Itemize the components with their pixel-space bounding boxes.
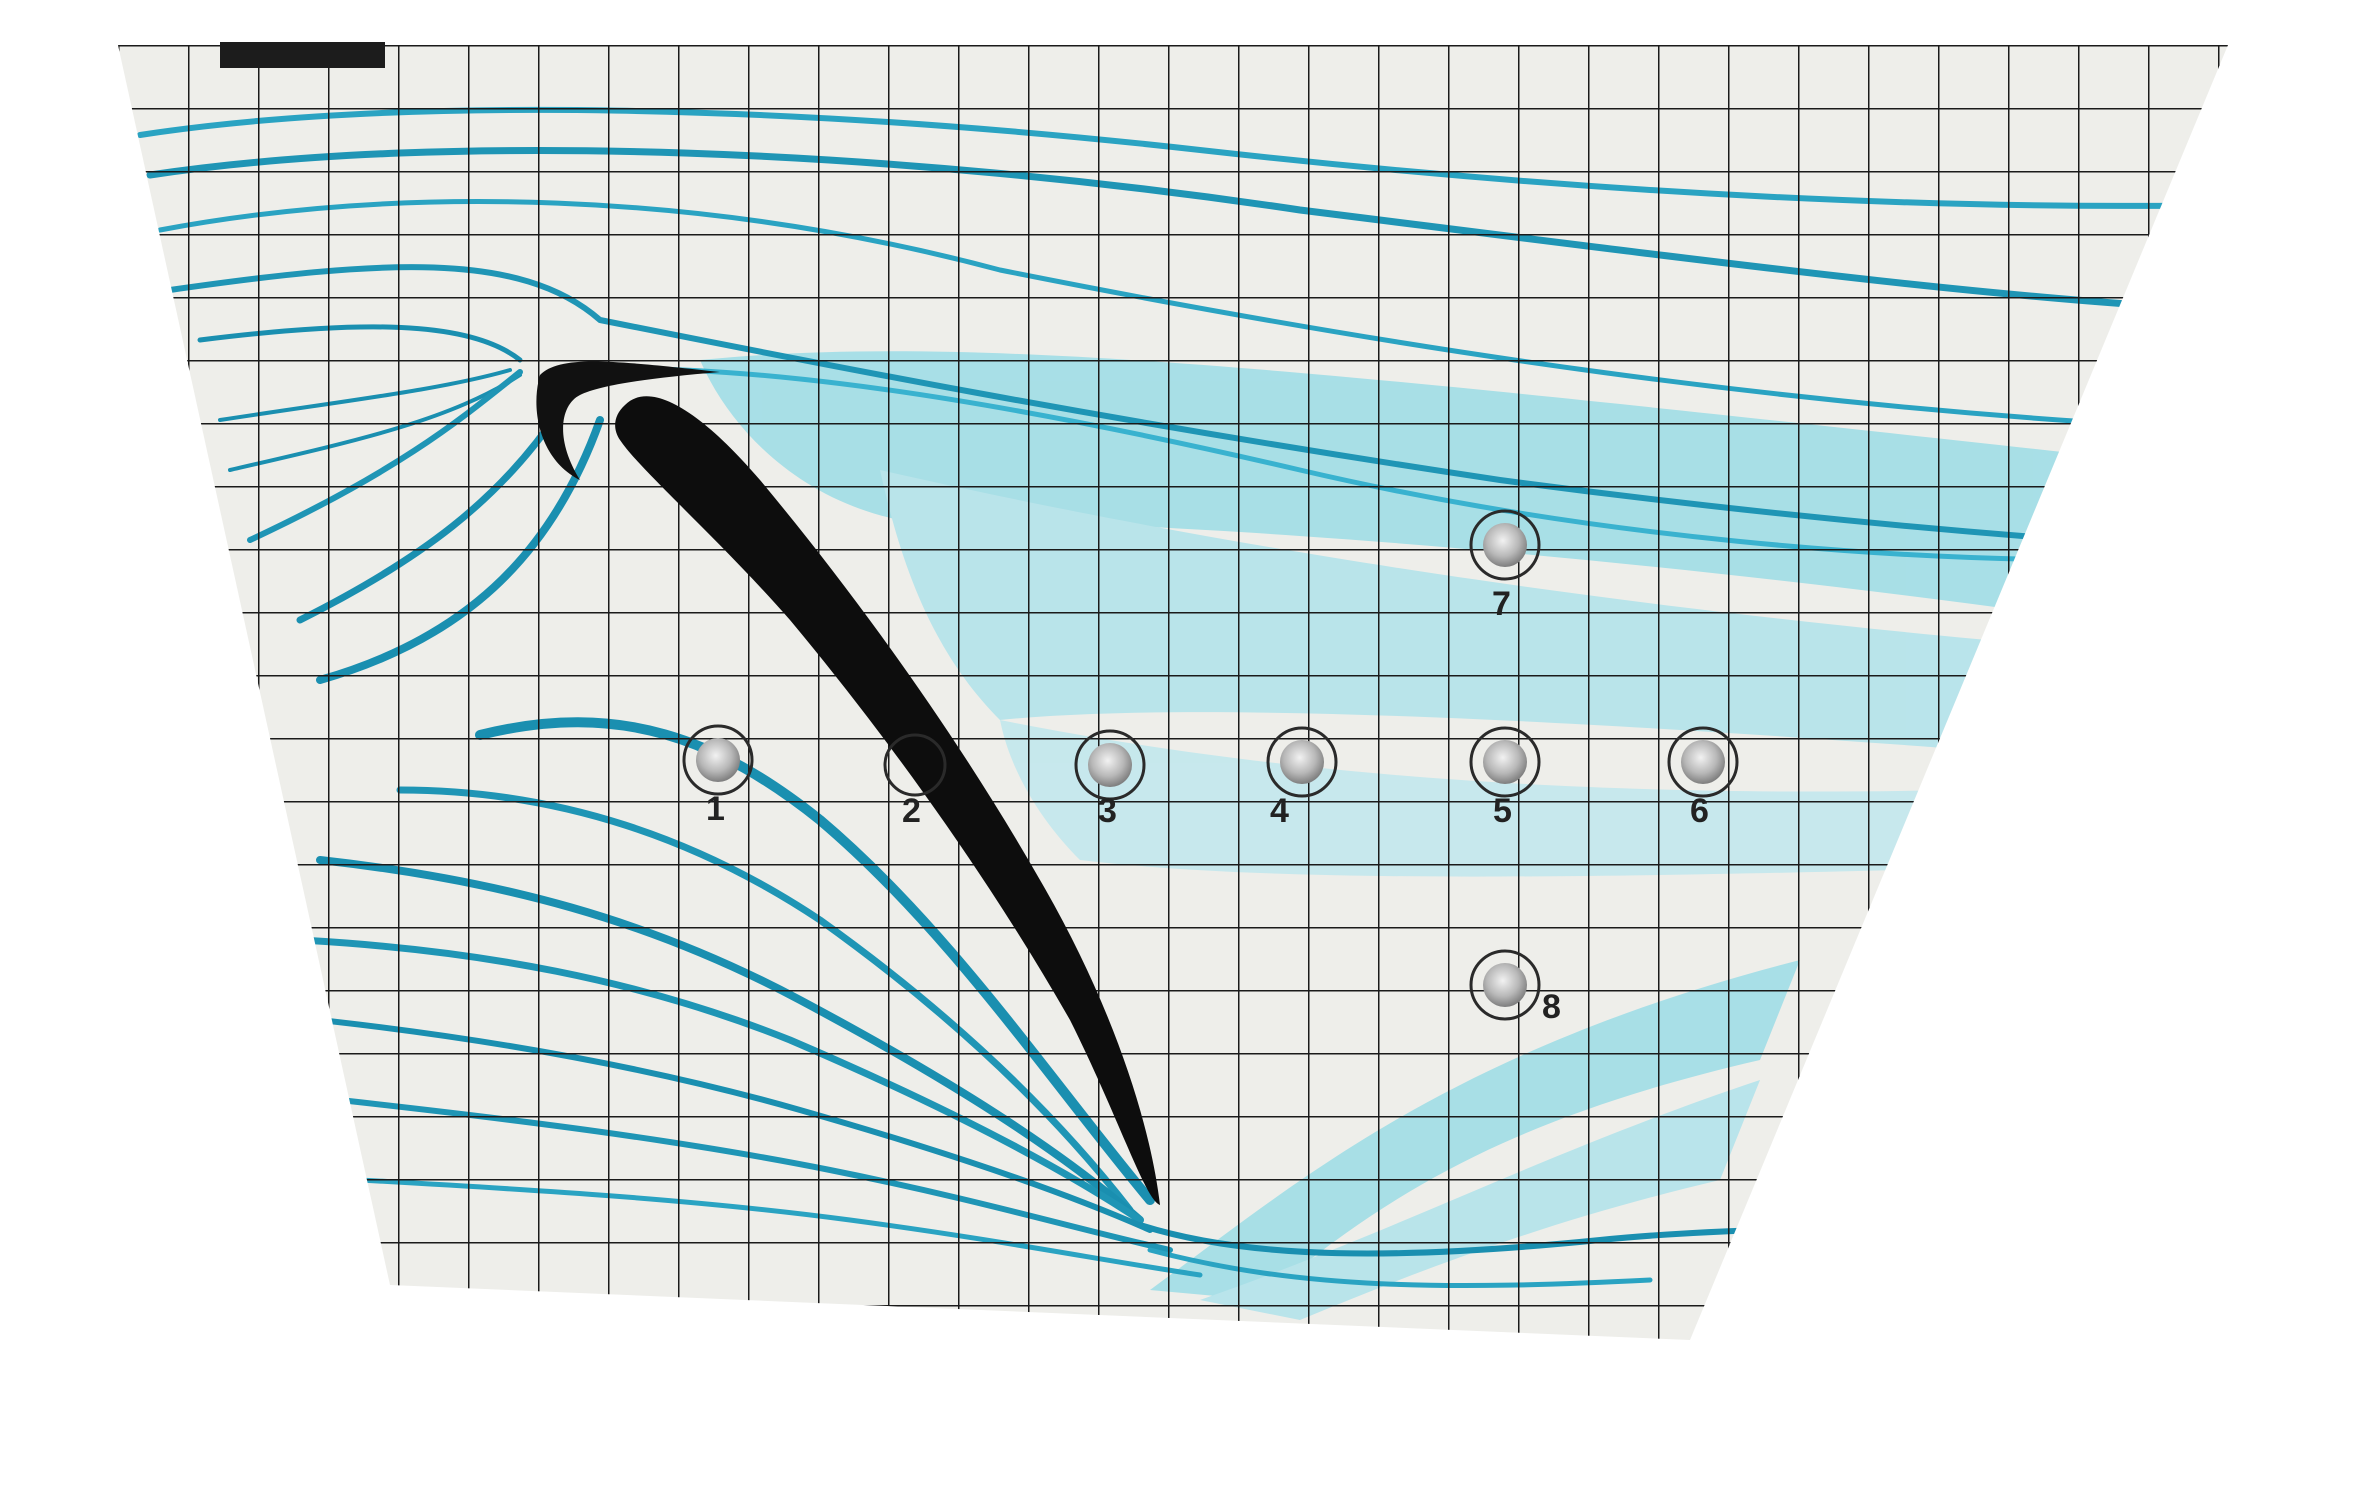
pressure-port-5: 5 (1469, 726, 1541, 830)
pressure-ports: 1 2 3 4 5 6 7 (682, 509, 1739, 1026)
pressure-port-label: 8 (1542, 988, 1561, 1026)
airfoil (615, 396, 1160, 1205)
pressure-port-2: 2 (883, 733, 947, 830)
leading-edge-dye (536, 361, 720, 480)
pressure-port-8: 8 (1469, 949, 1561, 1026)
pressure-port-1: 1 (682, 724, 754, 828)
pressure-port-3: 3 (1074, 729, 1146, 830)
pressure-port-7: 7 (1469, 509, 1541, 623)
pressure-port-label: 4 (1270, 792, 1289, 830)
pressure-port-6: 6 (1667, 726, 1739, 830)
pressure-port-label: 3 (1098, 792, 1117, 830)
pressure-port-label: 7 (1492, 585, 1511, 623)
pressure-port-label: 5 (1493, 792, 1512, 830)
pressure-port-4: 4 (1266, 726, 1338, 830)
pressure-port-label: 2 (902, 792, 921, 830)
mounting-bracket (220, 42, 385, 68)
pressure-port-label: 1 (706, 790, 725, 828)
pressure-port-label: 6 (1690, 792, 1709, 830)
